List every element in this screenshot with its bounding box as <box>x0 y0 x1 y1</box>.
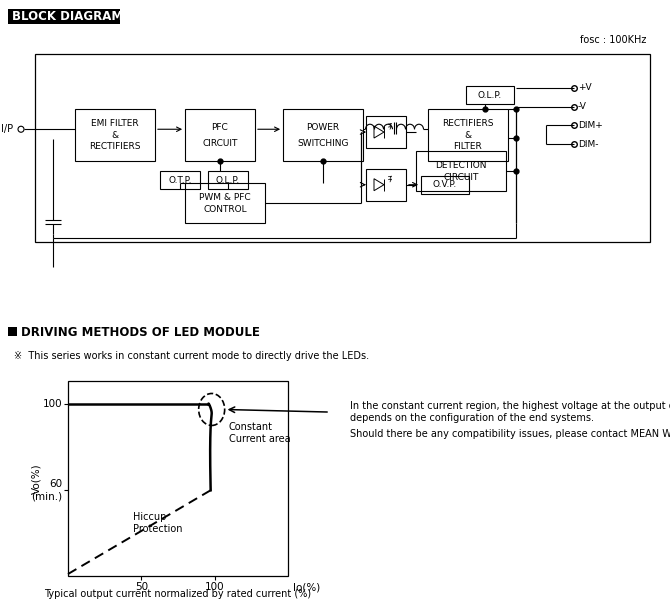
Text: Vo(%): Vo(%) <box>31 463 41 494</box>
Text: O.L.P.: O.L.P. <box>216 176 240 185</box>
Text: PFC: PFC <box>212 123 228 132</box>
Text: RECTIFIERS: RECTIFIERS <box>89 142 141 151</box>
Text: CONTROL: CONTROL <box>203 205 247 214</box>
Bar <box>466 86 514 104</box>
Text: RECTIFIERS: RECTIFIERS <box>442 119 494 128</box>
Text: SWITCHING: SWITCHING <box>297 138 349 147</box>
Text: &: & <box>111 130 119 140</box>
Text: Constant
Current area: Constant Current area <box>228 422 290 444</box>
Text: O.V.P.: O.V.P. <box>433 180 457 189</box>
Text: fosc : 100KHz: fosc : 100KHz <box>580 35 647 45</box>
Bar <box>68 381 288 576</box>
Text: ※  This series works in constant current mode to directly drive the LEDs.: ※ This series works in constant current … <box>14 351 369 361</box>
Text: 50: 50 <box>135 582 148 592</box>
Text: FILTER: FILTER <box>454 142 482 151</box>
Text: POWER: POWER <box>306 123 340 132</box>
Bar <box>35 54 650 242</box>
Text: PWM & PFC: PWM & PFC <box>199 193 251 202</box>
Bar <box>428 109 508 161</box>
Bar <box>421 176 469 194</box>
Text: -V: -V <box>578 102 587 111</box>
Bar <box>75 109 155 161</box>
Text: O.T.P.: O.T.P. <box>168 176 192 185</box>
Text: depends on the configuration of the end systems.: depends on the configuration of the end … <box>350 413 594 423</box>
Text: +V: +V <box>578 83 592 92</box>
Text: DETECTION: DETECTION <box>436 161 486 170</box>
Bar <box>185 109 255 161</box>
Bar <box>160 172 200 190</box>
Text: In the constant current region, the highest voltage at the output of the driver: In the constant current region, the high… <box>350 401 670 411</box>
Text: Io(%): Io(%) <box>293 582 320 592</box>
Text: 60
(min.): 60 (min.) <box>31 480 62 501</box>
Bar <box>8 327 17 336</box>
Bar <box>366 116 406 148</box>
Text: DRIVING METHODS OF LED MODULE: DRIVING METHODS OF LED MODULE <box>21 326 260 339</box>
Text: EMI FILTER: EMI FILTER <box>91 119 139 128</box>
Text: CIRCUIT: CIRCUIT <box>444 173 478 182</box>
Text: DIM-: DIM- <box>578 140 598 149</box>
Text: I/P: I/P <box>1 124 13 134</box>
Text: CIRCUIT: CIRCUIT <box>202 138 238 147</box>
Text: 100: 100 <box>42 399 62 410</box>
Bar <box>208 172 248 190</box>
Bar <box>8 9 120 24</box>
Bar <box>366 169 406 201</box>
Text: BLOCK DIAGRAM: BLOCK DIAGRAM <box>12 10 123 23</box>
Text: Hiccup
Protection: Hiccup Protection <box>133 512 183 534</box>
Bar <box>283 109 363 161</box>
Bar <box>416 151 506 191</box>
Text: Typical output current normalized by rated current (%): Typical output current normalized by rat… <box>44 589 312 599</box>
Text: 100: 100 <box>205 582 224 592</box>
Text: DIM+: DIM+ <box>578 121 603 130</box>
Text: Should there be any compatibility issues, please contact MEAN WELL.: Should there be any compatibility issues… <box>350 429 670 439</box>
Text: &: & <box>464 130 472 140</box>
Text: O.L.P.: O.L.P. <box>478 91 502 100</box>
Bar <box>185 183 265 223</box>
